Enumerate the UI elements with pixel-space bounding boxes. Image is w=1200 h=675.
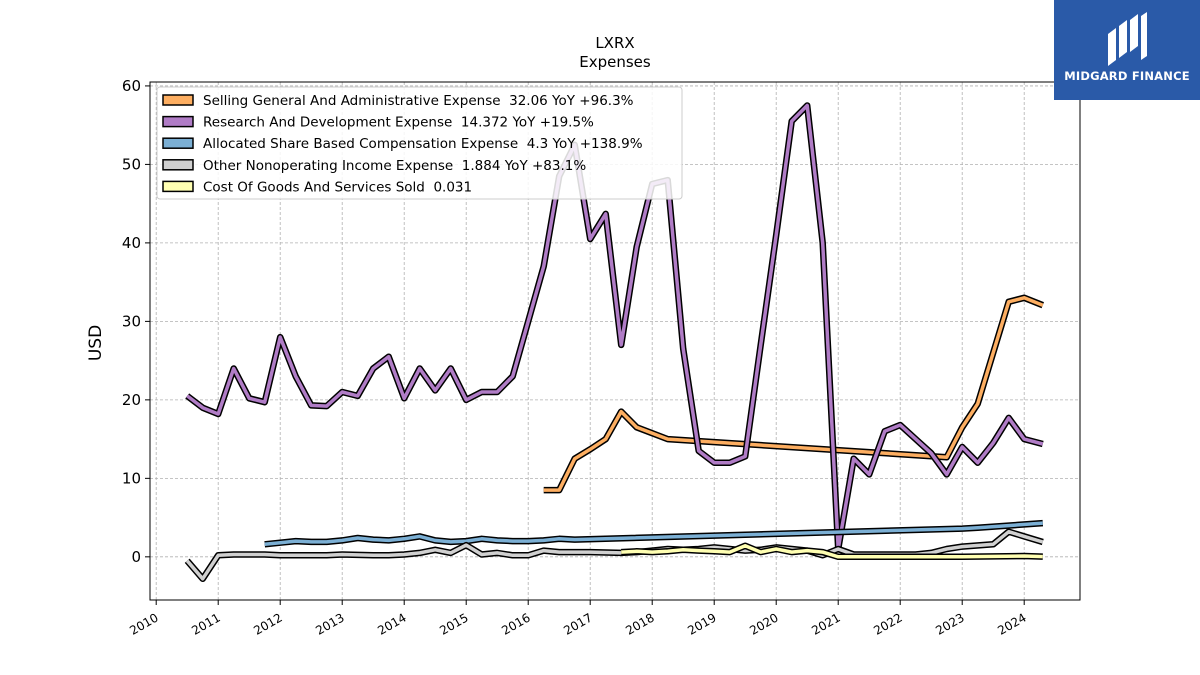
legend-box	[156, 86, 683, 200]
legend-label: Other Nonoperating Income Expense 1.884 …	[203, 158, 586, 174]
series-line-1	[186, 103, 1044, 551]
y-tick-label: 10	[122, 469, 141, 487]
chart-subtitle: Expenses	[579, 53, 651, 71]
midgard-logo-icon	[1108, 12, 1147, 66]
series-line-4	[621, 544, 1043, 559]
x-tick-label: 2014	[375, 610, 408, 637]
y-tick-label: 0	[131, 548, 141, 566]
series-line-0	[543, 296, 1044, 492]
legend-swatch	[162, 94, 194, 106]
legend-swatch	[162, 137, 194, 149]
legend-swatch	[162, 115, 194, 128]
x-tick-label: 2024	[995, 610, 1028, 637]
legend-label: Cost Of Goods And Services Sold 0.031	[203, 179, 472, 195]
y-axis-label: USD	[86, 325, 106, 361]
x-tick-label: 2012	[251, 610, 284, 637]
y-tick-label: 50	[122, 155, 141, 173]
legend-label: Allocated Share Based Compensation Expen…	[203, 136, 643, 152]
midgard-finance-logo: MIDGARD FINANCE	[1054, 0, 1200, 100]
legend-swatch	[162, 159, 194, 171]
y-tick-label: 20	[122, 391, 141, 409]
x-tick-label: 2017	[561, 610, 594, 637]
series-line-2	[264, 521, 1043, 547]
y-tick-label: 60	[122, 77, 141, 95]
legend-label: Research And Development Expense 14.372 …	[203, 115, 594, 131]
x-tick-label: 2013	[313, 610, 346, 637]
x-tick-label: 2023	[933, 610, 966, 637]
x-tick-label: 2019	[685, 610, 718, 637]
chart-title: LXRX	[595, 34, 634, 52]
x-tick-label: 2016	[499, 610, 532, 637]
y-tick-label: 40	[122, 234, 141, 252]
x-tick-label: 2011	[189, 610, 222, 637]
y-tick-label: 30	[122, 312, 141, 330]
logo-text: MIDGARD FINANCE	[1064, 69, 1190, 83]
legend-label: Selling General And Administrative Expen…	[203, 93, 634, 109]
x-tick-label: 2020	[747, 610, 780, 637]
legend: Selling General And Administrative Expen…	[156, 86, 683, 200]
plot-frame	[149, 81, 1081, 601]
x-tick-label: 2022	[871, 610, 904, 637]
legend-swatch	[162, 180, 194, 193]
x-tick-label: 2010	[127, 610, 160, 637]
series-lines	[184, 102, 1045, 583]
x-tick-label: 2021	[809, 610, 842, 637]
x-tick-label: 2018	[623, 610, 656, 637]
x-tick-label: 2015	[437, 610, 470, 637]
